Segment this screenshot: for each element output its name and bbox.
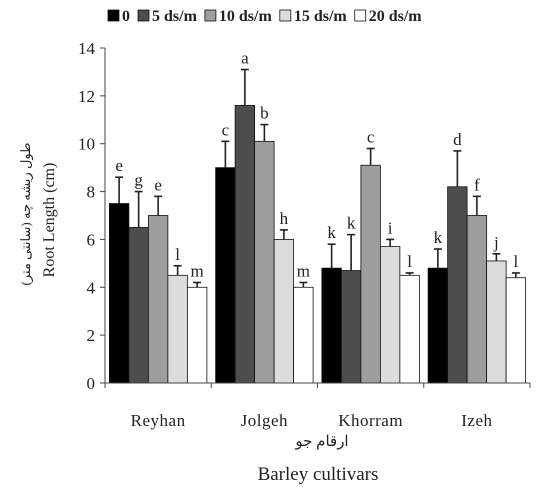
bar [340,270,362,384]
y-tick-label: 2 [87,326,96,345]
significance-letter: e [115,156,123,175]
significance-letter: b [260,104,269,123]
bar [293,286,314,384]
bar [254,140,275,384]
bar [186,286,208,384]
x-tick-label: Jolgeh [241,411,288,430]
y-tick-label: 6 [87,230,96,249]
significance-letter: i [388,218,393,237]
legend-swatch [354,9,367,22]
bar [167,274,188,384]
bar [128,227,149,384]
y-axis-label: Root Length (cm) [41,163,58,278]
legend-swatch [107,9,120,22]
significance-letter: a [241,49,249,68]
legend-label: 5 ds/m [152,8,198,25]
y-axis-label-persian: طول ریشه چه (سانتی متر) [18,143,34,286]
bar [399,274,420,384]
significance-letter: l [407,252,412,271]
significance-letter: k [347,214,356,233]
significance-letter: j [493,233,499,252]
y-tick-label: 0 [87,374,96,393]
significance-letter: m [297,262,310,281]
bar [427,267,449,384]
significance-letter: l [175,245,180,264]
significance-letter: e [154,175,162,194]
significance-letter: c [222,120,230,139]
x-tick-label: Khorram [338,411,403,430]
significance-letter: l [514,252,519,271]
bar [486,260,507,384]
y-tick-label: 10 [78,135,95,154]
bar [108,203,130,384]
x-axis-label: Barley cultivars [258,464,379,485]
bar [505,277,527,384]
bar [466,215,488,384]
legend-swatch [279,9,292,22]
bar [379,246,401,384]
legend-label: 10 ds/m [219,8,273,25]
significance-letter: k [327,223,336,242]
y-axis: 0 2 4 6 8 10 12 14 [78,39,106,393]
significance-letter: m [191,262,204,281]
bar [273,239,295,384]
bar [234,105,256,384]
legend-label: 20 ds/m [369,8,423,25]
significance-letter: k [434,228,443,247]
y-tick-label: 12 [78,87,95,106]
bar [447,186,468,384]
y-tick-label: 8 [87,183,96,202]
y-tick-label: 4 [87,278,96,297]
x-axis-label-persian: ارقام جو [294,434,348,450]
legend-swatch [204,9,217,22]
bar [321,267,342,384]
bar [147,215,169,384]
significance-letter: h [280,209,289,228]
bar [360,164,381,384]
significance-letter: c [367,128,375,147]
legend-label: 15 ds/m [294,8,348,25]
significance-letter: g [134,171,143,190]
x-axis: Reyhan Jolgeh Khorram Izeh [104,382,531,430]
significance-letter: f [474,175,480,194]
legend-swatch [137,9,150,22]
bar [215,167,236,384]
x-tick-label: Reyhan [131,411,186,430]
x-tick-label: Izeh [461,411,492,430]
significance-letter: d [453,130,462,149]
legend: 0 5 ds/m 10 ds/m 15 ds/m 20 ds/m [107,8,423,25]
legend-label: 0 [122,8,130,25]
y-tick-label: 14 [78,39,96,58]
